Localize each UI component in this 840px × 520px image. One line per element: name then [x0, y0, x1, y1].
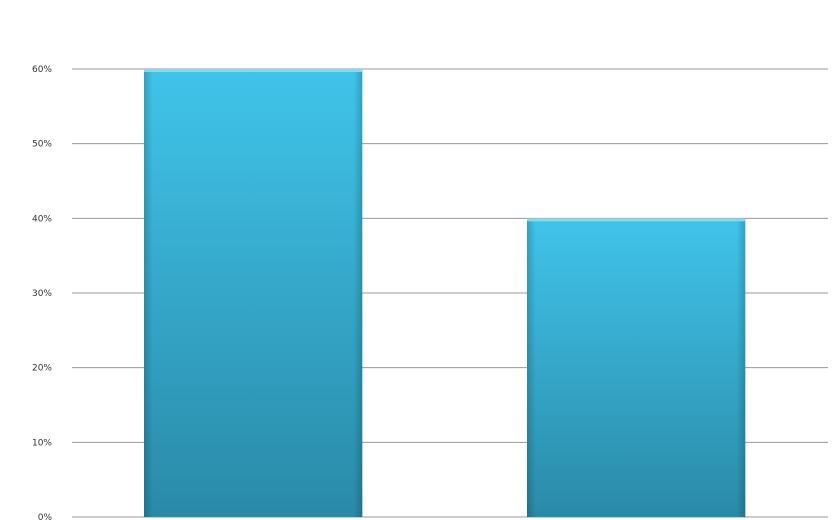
y-tick-label: 30%	[32, 289, 52, 299]
y-tick-label: 10%	[32, 438, 52, 448]
y-tick-label: 60%	[32, 65, 52, 75]
bar-top-highlight	[144, 69, 363, 72]
y-tick-label: 40%	[32, 214, 52, 224]
bar-edge-shade	[527, 218, 746, 518]
y-tick-label: 0%	[38, 513, 53, 520]
bar	[144, 69, 363, 517]
y-tick-label: 20%	[32, 364, 52, 374]
y-tick-label: 50%	[32, 140, 52, 150]
bar-top-highlight	[527, 218, 746, 222]
bar	[527, 218, 746, 518]
bar-edge-shade	[144, 69, 363, 517]
